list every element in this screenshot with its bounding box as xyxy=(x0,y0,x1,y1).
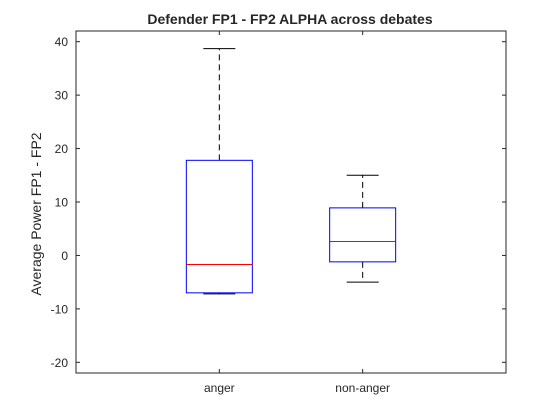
box-group-non-anger xyxy=(329,174,397,283)
y-tick-label: -10 xyxy=(51,302,69,316)
y-tick-label: -20 xyxy=(51,356,69,370)
x-axis-ticks: anger non-anger xyxy=(204,31,390,395)
y-tick-label: 20 xyxy=(55,142,69,156)
y-axis-label: Average Power FP1 - FP2 xyxy=(28,132,44,295)
y-tick-label: 0 xyxy=(61,249,68,263)
y-tick-label: 40 xyxy=(55,35,69,49)
chart-title: Defender FP1 - FP2 ALPHA across debates xyxy=(147,11,432,27)
plot-area xyxy=(75,30,507,374)
y-axis-ticks: -20 -10 0 10 20 30 40 xyxy=(51,35,506,370)
box-series xyxy=(185,48,397,295)
iqr-box xyxy=(185,159,253,294)
iqr-box xyxy=(329,207,397,263)
y-tick-label: 30 xyxy=(55,89,69,103)
x-tick-label: non-anger xyxy=(335,381,390,395)
y-tick-label: 10 xyxy=(55,196,69,210)
box-group-anger xyxy=(185,48,253,295)
x-tick-label: anger xyxy=(204,381,235,395)
